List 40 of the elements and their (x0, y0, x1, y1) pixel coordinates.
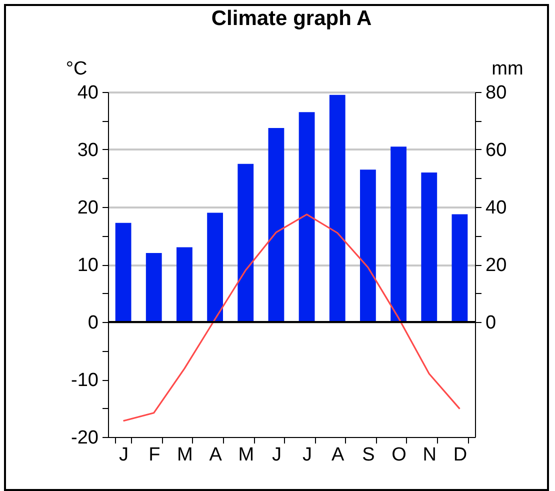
y-tick-label: -10 (71, 370, 98, 391)
line-series (122, 214, 461, 422)
bar (207, 212, 223, 322)
bar (329, 94, 346, 322)
x-tick-label: A (332, 444, 345, 466)
x-tick-label: J (119, 444, 129, 466)
bar (238, 164, 254, 322)
y2-tick-label: 0 (486, 312, 496, 334)
y2-tick-label: 80 (486, 82, 507, 104)
x-tick-label: A (209, 444, 222, 466)
bar (390, 146, 406, 322)
x-tick-label: M (238, 444, 254, 466)
bar (360, 170, 376, 322)
x-tick-label: J (302, 444, 312, 466)
bar (176, 247, 192, 322)
x-tick-label: J (272, 444, 282, 466)
y-axis-title: °C (66, 58, 88, 80)
bar (268, 128, 284, 322)
x-tick-label: F (148, 444, 160, 466)
bar (298, 112, 315, 322)
x-tick-label: N (422, 444, 436, 466)
y2-tick-label: 20 (486, 255, 507, 276)
y-tick-label: 10 (77, 255, 98, 276)
x-tick-label: M (177, 444, 193, 466)
y-tick-label: -20 (71, 428, 98, 448)
y2-axis-title: mm (492, 58, 524, 80)
y-tick-label: 20 (77, 198, 98, 218)
x-tick-label: S (362, 444, 375, 466)
x-tick-label: O (392, 444, 406, 466)
x-tick-label: D (453, 444, 468, 466)
y2-tick-label: 60 (486, 140, 507, 161)
bar (146, 253, 162, 322)
bar (421, 172, 438, 322)
y-tick-label: 40 (77, 82, 98, 104)
y-tick-label: 0 (88, 312, 98, 334)
y-tick-label: 30 (77, 140, 98, 161)
bar (115, 222, 132, 322)
bar (452, 214, 468, 322)
chart-title: Climate graph A (211, 7, 372, 30)
y2-tick-label: 40 (486, 198, 507, 218)
